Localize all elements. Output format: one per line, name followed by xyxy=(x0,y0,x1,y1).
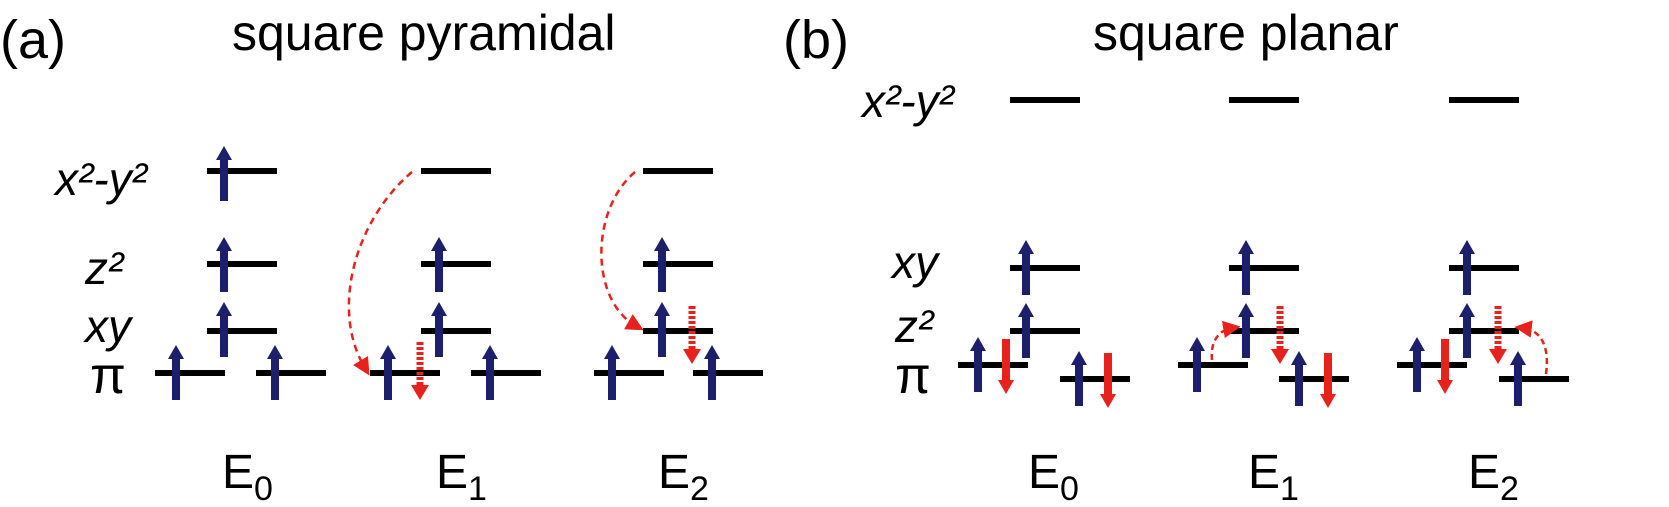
spin-down-arrow xyxy=(1320,353,1336,408)
config-b-e1: E1 xyxy=(1178,97,1349,507)
spin-up-arrow xyxy=(1238,240,1254,295)
spin-up-arrow xyxy=(216,146,232,201)
spin-up-arrow xyxy=(1459,240,1475,295)
excitation-path-arrow xyxy=(600,171,644,331)
panel-b: (b) square planar x²-y² xy z² π E0 xyxy=(783,5,1569,507)
orbital-label-z2: z² xyxy=(894,300,935,352)
spin-up-arrow xyxy=(431,237,447,292)
spin-down-arrow xyxy=(1100,353,1116,408)
panel-a-label: (a) xyxy=(0,10,66,70)
spin-down-arrow xyxy=(1437,339,1453,394)
spin-down-arrow-dashed xyxy=(1489,306,1507,364)
orbital-label-pi: π xyxy=(90,347,126,405)
panel-a-title: square pyramidal xyxy=(232,5,616,61)
orbital-label-x2y2: x²-y² xyxy=(860,75,956,127)
orbital-label-pi: π xyxy=(895,347,931,405)
spin-up-arrow xyxy=(1189,337,1205,392)
config-label: E2 xyxy=(658,446,709,507)
excitation-path-arrow xyxy=(1210,320,1241,361)
spin-down-arrow xyxy=(998,339,1014,394)
excitation-path-arrow xyxy=(1514,320,1549,375)
panel-b-title: square planar xyxy=(1093,5,1399,61)
spin-up-arrow xyxy=(380,345,396,400)
orbital-label-xy: xy xyxy=(890,236,941,288)
config-label: E1 xyxy=(436,446,487,507)
config-label: E0 xyxy=(1028,446,1079,507)
config-label: E2 xyxy=(1468,446,1519,507)
config-b-e0: E0 xyxy=(958,97,1130,507)
spin-up-arrow xyxy=(1018,240,1034,295)
spin-up-arrow xyxy=(1018,303,1034,358)
spin-up-arrow xyxy=(604,345,620,400)
spin-up-arrow xyxy=(168,345,184,400)
spin-down-arrow-dashed xyxy=(411,342,429,400)
orbital-label-z2: z² xyxy=(84,242,125,294)
orbital-label-xy: xy xyxy=(83,300,134,352)
spin-up-arrow xyxy=(1510,351,1526,406)
excitation-path-arrow xyxy=(347,171,413,376)
spin-down-arrow-dashed xyxy=(683,306,701,364)
spin-up-arrow xyxy=(482,345,498,400)
spin-up-arrow xyxy=(216,237,232,292)
spin-up-arrow xyxy=(216,302,232,357)
spin-up-arrow xyxy=(1071,351,1087,406)
spin-down-arrow-dashed xyxy=(1271,306,1289,364)
config-b-e2: E2 xyxy=(1397,97,1569,507)
spin-up-arrow xyxy=(654,237,670,292)
config-a-e1: E1 xyxy=(347,168,541,507)
spin-up-arrow xyxy=(267,345,283,400)
config-label: E1 xyxy=(1248,446,1299,507)
spin-up-arrow xyxy=(654,302,670,357)
spin-up-arrow xyxy=(704,345,720,400)
config-a-e0: E0 xyxy=(155,146,326,507)
config-a-e2: E2 xyxy=(594,168,763,507)
spin-up-arrow xyxy=(1238,303,1254,358)
panel-b-label: (b) xyxy=(783,10,849,70)
spin-up-arrow xyxy=(431,302,447,357)
spin-up-arrow xyxy=(970,337,986,392)
spin-up-arrow xyxy=(1409,337,1425,392)
config-label: E0 xyxy=(222,446,273,507)
orbital-label-x2y2: x²-y² xyxy=(53,153,149,205)
spin-up-arrow xyxy=(1459,303,1475,358)
panel-a: (a) square pyramidal x²-y² z² xy π E0 xyxy=(0,5,763,507)
spin-up-arrow xyxy=(1291,351,1307,406)
